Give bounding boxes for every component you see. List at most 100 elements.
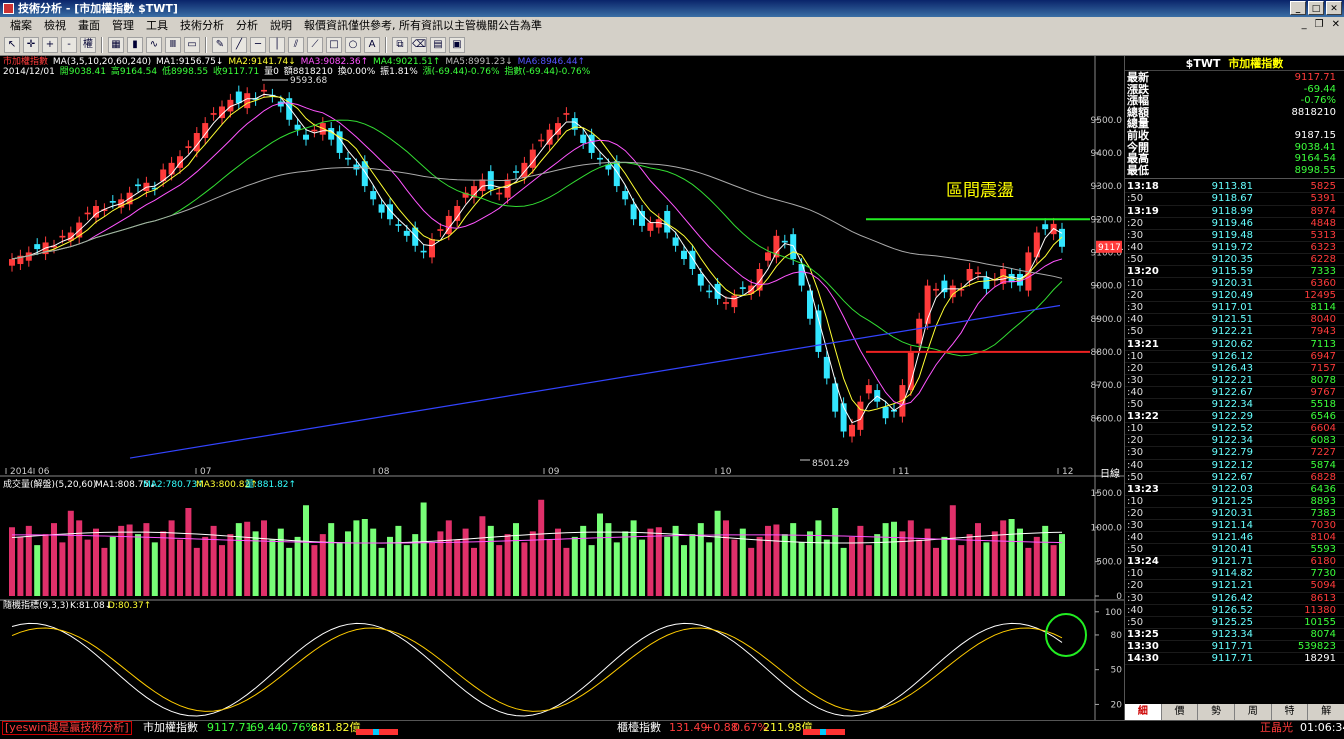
ellipse-icon[interactable]: ○ (345, 37, 361, 53)
mdi-minimize-icon[interactable]: _ (1301, 19, 1307, 30)
tick-row[interactable]: 13:20 9115.59 7333 (1125, 266, 1344, 279)
tick-row[interactable]: 13:22 9122.29 6546 (1125, 411, 1344, 424)
tick-row[interactable]: :30 9117.01 8114 (1125, 302, 1344, 315)
tick-row[interactable]: 13:23 9122.03 6436 (1125, 484, 1344, 496)
menu-file[interactable]: 檔案 (10, 19, 32, 32)
crosshair-icon[interactable]: ✛ (23, 37, 39, 53)
tick-list[interactable]: 13:18 9113.81 5825:50 9118.67 5391 13:19 9118.… (1125, 179, 1344, 666)
menu-tools[interactable]: 工具 (146, 19, 168, 32)
tick-row[interactable]: :50 9125.25 10155 (1125, 617, 1344, 629)
tick-row[interactable]: :20 9120.49 12495 (1125, 290, 1344, 303)
tab-0[interactable]: 細 (1125, 704, 1162, 720)
hline-icon[interactable]: ─ (250, 37, 266, 53)
chart-svg[interactable]: 8600.0 8700.0 8800.0 8900.0 9000.0 9100.0 9200… (0, 56, 1124, 720)
text-icon[interactable]: A (364, 37, 380, 53)
tick-row[interactable]: :40 9122.12 5874 (1125, 460, 1344, 472)
tab-2[interactable]: 勢 (1198, 704, 1236, 720)
tick-row[interactable]: :10 9126.12 6947 (1125, 351, 1344, 363)
mdi-restore-icon[interactable]: ❐ (1314, 19, 1324, 30)
candle-up (1033, 232, 1040, 258)
channel-icon[interactable]: ⫽ (288, 37, 304, 53)
tick-row[interactable]: :30 9121.14 7030 (1125, 520, 1344, 533)
tick-row[interactable]: :40 9121.46 8104 (1125, 532, 1344, 545)
volume-bar (269, 539, 276, 596)
volume-bar (1017, 528, 1023, 596)
tick-row[interactable]: :30 9119.48 5313 (1125, 230, 1344, 242)
idx1-name: 市加權指數 (143, 721, 198, 734)
tick-row[interactable]: :10 9120.31 6360 (1125, 278, 1344, 291)
tab-1[interactable]: 價 (1162, 704, 1199, 720)
tick-row[interactable]: :40 9126.52 11380 (1125, 605, 1344, 617)
tick-row[interactable]: 13:19 9118.99 8974 (1125, 206, 1344, 218)
volume-bar (42, 534, 49, 596)
chart-area[interactable]: 8600.0 8700.0 8800.0 8900.0 9000.0 9100.0 9200… (0, 56, 1124, 720)
fan-icon[interactable]: ⟋ (307, 37, 323, 53)
tick-row[interactable]: :20 9122.34 6083 (1125, 435, 1344, 448)
volume-bar (479, 516, 486, 596)
window-titlebar[interactable]: 技術分析 - [市加權指數 $TWT] _ □ ✕ (0, 0, 1344, 17)
tick-row[interactable]: 13:30 9117.71 539823 (1125, 641, 1344, 653)
menu-view[interactable]: 檢視 (44, 19, 66, 32)
weight-icon[interactable]: 權 (80, 37, 96, 53)
tick-row[interactable]: :50 9122.21 7943 (1125, 326, 1344, 339)
candle-icon[interactable]: ▮ (127, 37, 143, 53)
candle-down (1042, 224, 1049, 230)
zoom-out-icon[interactable]: - (61, 37, 77, 53)
tick-row[interactable]: :50 9120.41 5593 (1125, 544, 1344, 557)
tick-row[interactable]: 13:24 9121.71 6180 (1125, 556, 1344, 569)
tick-row[interactable]: :40 9122.67 9767 (1125, 387, 1344, 400)
tick-row[interactable]: :40 9121.51 8040 (1125, 314, 1344, 327)
rect-icon[interactable]: □ (326, 37, 342, 53)
menu-screen[interactable]: 畫面 (78, 19, 100, 32)
color-icon[interactable]: ▤ (430, 37, 446, 53)
trendline-icon[interactable]: ╱ (231, 37, 247, 53)
tick-volume: 7157 (1310, 362, 1336, 374)
tick-row[interactable]: 13:21 9120.62 7113 (1125, 339, 1344, 351)
mdi-close-icon[interactable]: ✕ (1331, 19, 1340, 30)
menu-manage[interactable]: 管理 (112, 19, 134, 32)
vline-icon[interactable]: │ (269, 37, 285, 53)
tick-row[interactable]: :10 9114.82 7730 (1125, 568, 1344, 581)
close-button[interactable]: ✕ (1326, 1, 1342, 15)
maximize-button[interactable]: □ (1308, 1, 1324, 15)
copy-icon[interactable]: ⧉ (392, 37, 408, 53)
tick-time: 13:22 (1127, 411, 1159, 423)
tick-row[interactable]: 14:30 9117.71 18291 (1125, 653, 1344, 666)
bar-icon[interactable]: Ⅲ (165, 37, 181, 53)
minimize-button[interactable]: _ (1290, 1, 1306, 15)
tick-row[interactable]: :30 9122.21 8078 (1125, 375, 1344, 387)
cursor-icon[interactable]: ↖ (4, 37, 20, 53)
tick-row[interactable]: :50 9122.67 6828 (1125, 472, 1344, 484)
tick-row[interactable]: :20 9120.31 7383 (1125, 508, 1344, 520)
tab-5[interactable]: 解 (1308, 704, 1344, 720)
tick-row[interactable]: :50 9118.67 5391 (1125, 193, 1344, 206)
tick-row[interactable]: :20 9126.43 7157 (1125, 363, 1344, 375)
tick-volume: 5593 (1310, 544, 1336, 556)
tab-3[interactable]: 周 (1235, 704, 1272, 720)
tick-row[interactable]: 13:25 9123.34 8074 (1125, 629, 1344, 641)
tick-row[interactable]: :30 9122.79 7227 (1125, 447, 1344, 460)
tick-row[interactable]: :20 9121.21 5094 (1125, 580, 1344, 593)
candle-down (294, 124, 301, 130)
grid-icon[interactable]: ▦ (108, 37, 124, 53)
menu-analysis[interactable]: 分析 (236, 19, 258, 32)
tick-row[interactable]: :30 9126.42 8613 (1125, 593, 1344, 605)
chart-background (0, 56, 1095, 720)
tick-price: 9117.71 (1211, 653, 1253, 664)
tick-row[interactable]: :10 9121.25 8893 (1125, 496, 1344, 508)
menu-help[interactable]: 說明 (270, 19, 292, 32)
save-icon[interactable]: ▣ (449, 37, 465, 53)
tick-row[interactable]: :10 9122.52 6604 (1125, 423, 1344, 436)
line-icon[interactable]: ∿ (146, 37, 162, 53)
tick-row[interactable]: 13:18 9113.81 5825 (1125, 181, 1344, 194)
tab-4[interactable]: 特 (1272, 704, 1309, 720)
eraser-icon[interactable]: ⌫ (411, 37, 427, 53)
window-icon[interactable]: ▭ (184, 37, 200, 53)
tick-row[interactable]: :40 9119.72 6323 (1125, 242, 1344, 254)
tick-row[interactable]: :20 9119.46 4848 (1125, 218, 1344, 230)
menu-technical[interactable]: 技術分析 (180, 19, 224, 32)
tick-row[interactable]: :50 9120.35 6228 (1125, 254, 1344, 266)
zoom-in-icon[interactable]: + (42, 37, 58, 53)
tick-row[interactable]: :50 9122.34 5518 (1125, 399, 1344, 412)
draw-icon[interactable]: ✎ (212, 37, 228, 53)
